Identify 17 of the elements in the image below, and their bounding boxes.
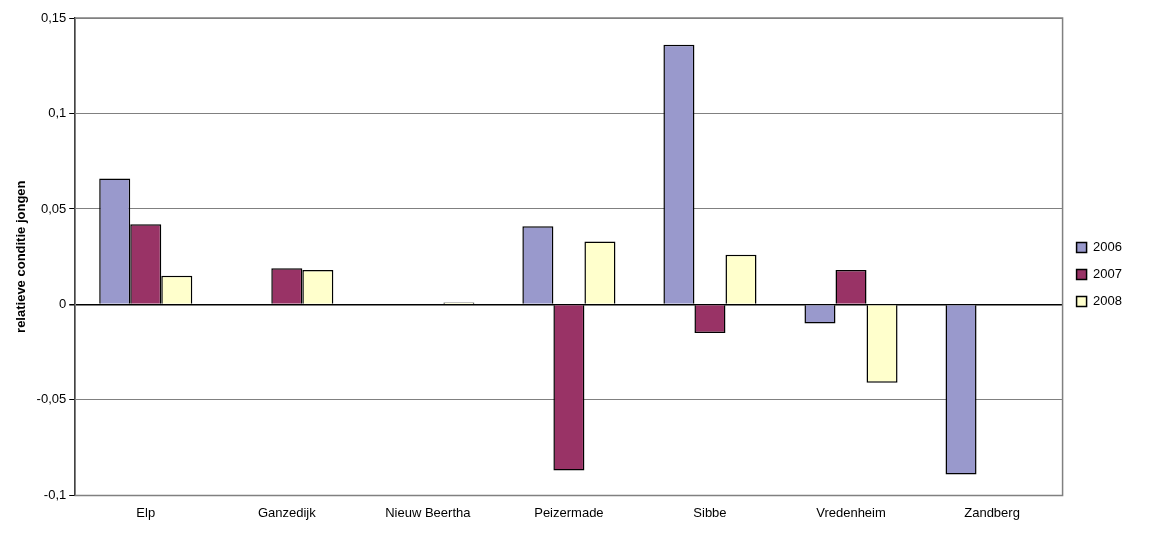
- legend-label: 2008: [1093, 293, 1122, 309]
- x-tick-label: Peizermade: [534, 504, 604, 520]
- legend-label: 2006: [1093, 239, 1122, 255]
- x-tick-label: Sibbe: [693, 504, 727, 520]
- x-tick-label: Nieuw Beertha: [385, 504, 472, 520]
- x-tick-label: Zandberg: [964, 504, 1020, 520]
- y-tick-label: 0: [59, 296, 67, 312]
- y-tick-label: 0,15: [40, 9, 67, 25]
- x-tick-label: Ganzedijk: [257, 504, 317, 520]
- legend-label: 2007: [1093, 266, 1122, 282]
- y-tick-label: 0,05: [40, 200, 67, 216]
- y-axis-title: relatieve conditie jongen: [13, 180, 29, 333]
- y-tick-label: -0,05: [36, 391, 67, 407]
- y-tick-label: -0,1: [43, 486, 67, 502]
- x-tick-label: Elp: [136, 504, 156, 520]
- x-tick-label: Vredenheim: [816, 504, 886, 520]
- y-tick-label: 0,1: [48, 105, 67, 121]
